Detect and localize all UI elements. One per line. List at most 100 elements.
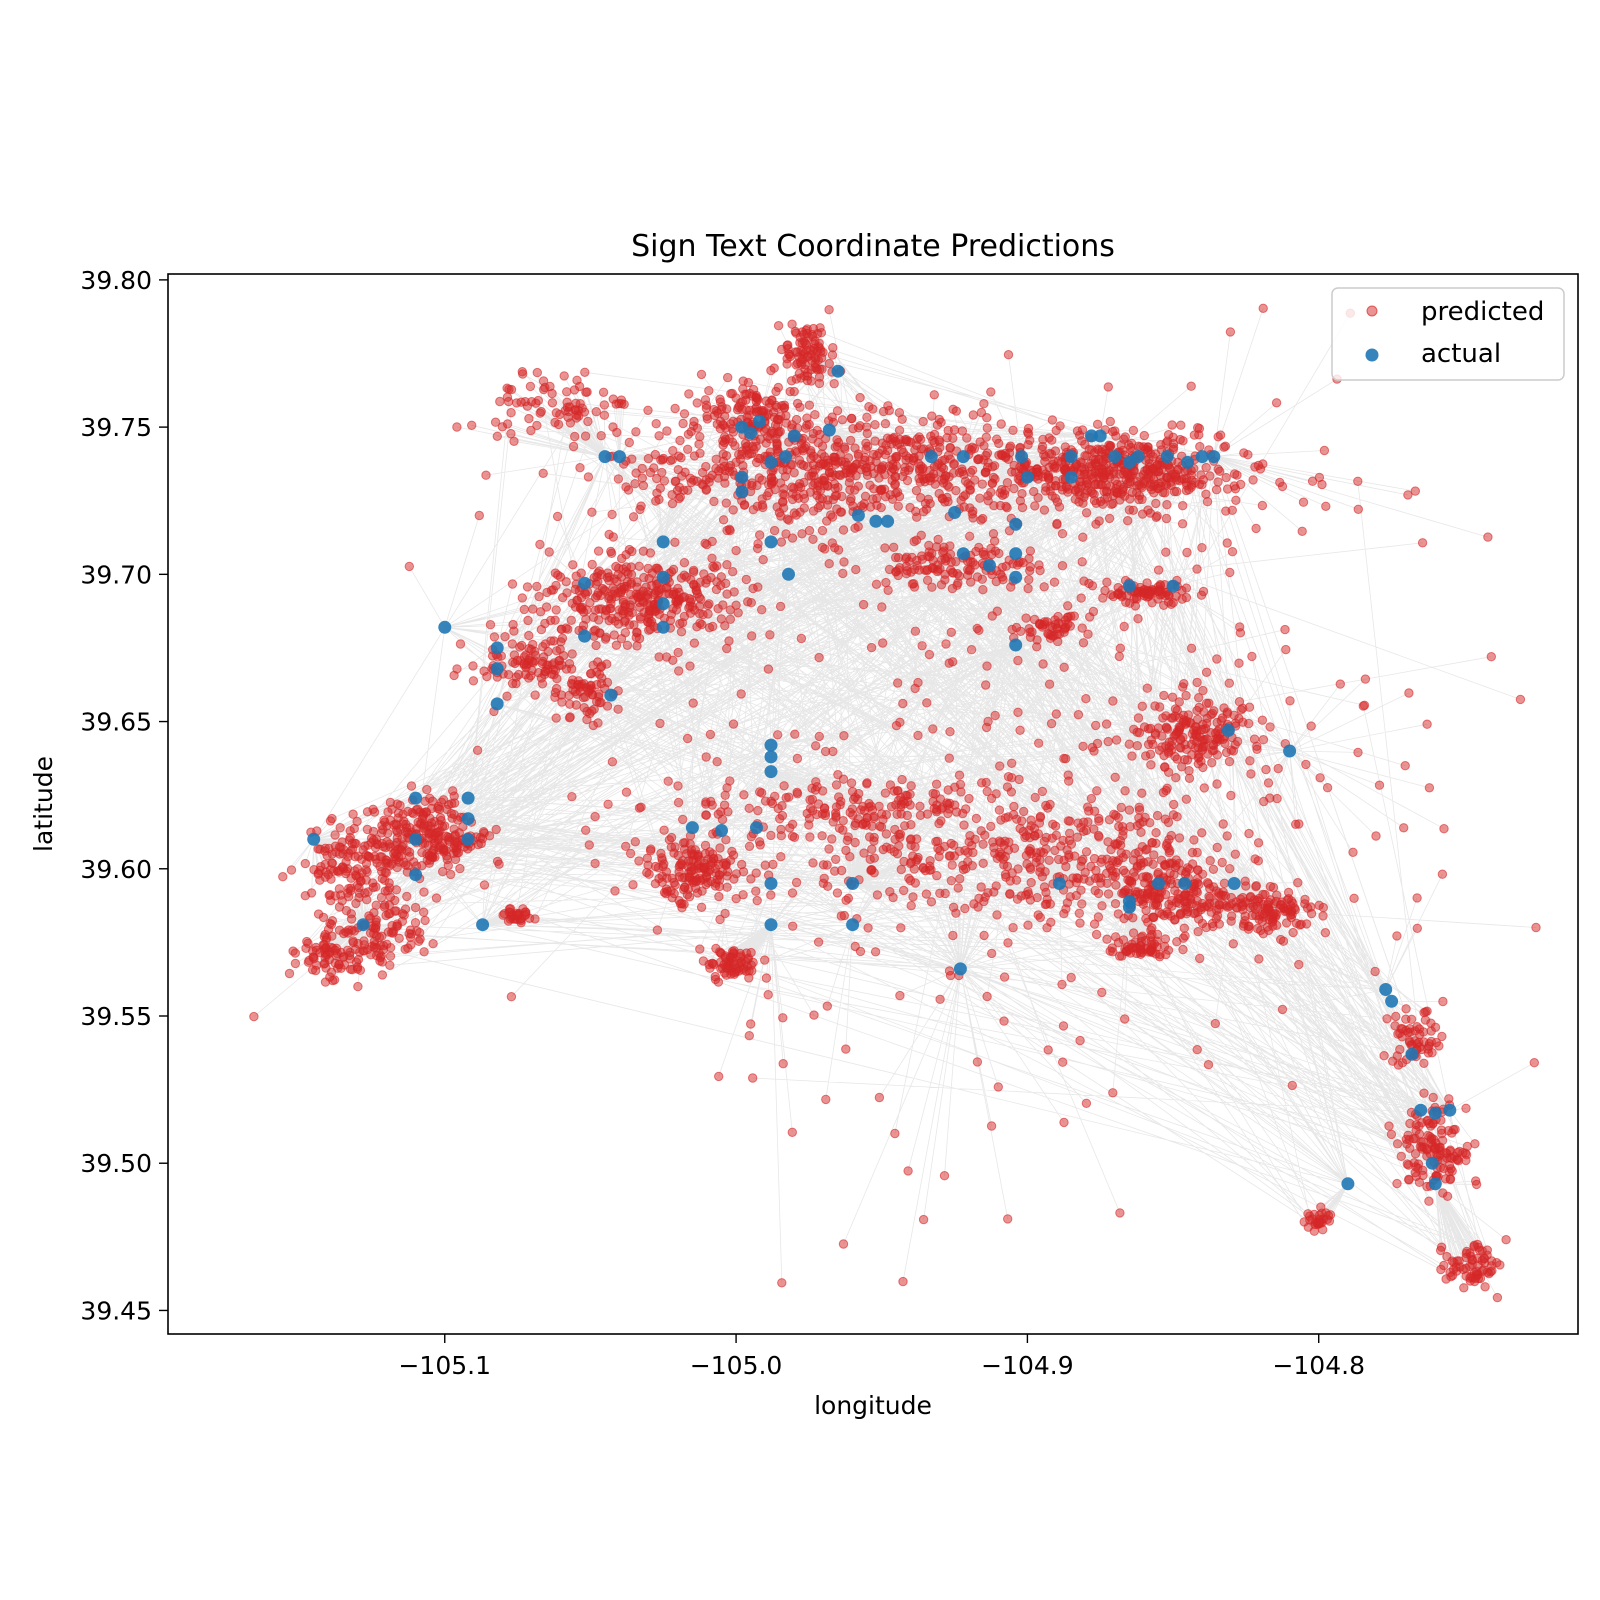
predicted-point (1227, 547, 1238, 557)
predicted-point (1108, 1088, 1118, 1098)
predicted-point (913, 458, 924, 469)
predicted-point (1003, 812, 1013, 822)
predicted-point (858, 599, 869, 610)
predicted-point (968, 410, 978, 420)
predicted-point (1294, 959, 1304, 970)
chart-title: Sign Text Coordinate Predictions (631, 229, 1115, 264)
predicted-point (1157, 909, 1167, 919)
predicted-point (1150, 449, 1161, 459)
predicted-point (1134, 847, 1144, 857)
predicted-point (357, 868, 367, 878)
predicted-point (1176, 420, 1186, 430)
predicted-point (827, 834, 837, 844)
predicted-point (1439, 824, 1449, 834)
predicted-point (1181, 794, 1192, 804)
predicted-point (1171, 773, 1181, 783)
predicted-point (725, 855, 736, 865)
predicted-point (995, 569, 1006, 579)
predicted-point (1427, 1048, 1437, 1058)
predicted-point (792, 787, 802, 797)
predicted-point (792, 753, 803, 764)
predicted-point (418, 811, 429, 821)
predicted-point (588, 720, 598, 731)
predicted-point (979, 399, 989, 409)
predicted-point (808, 451, 819, 461)
predicted-point (581, 387, 591, 397)
predicted-point (670, 476, 680, 487)
predicted-point (715, 843, 725, 853)
predicted-point (1057, 561, 1068, 571)
predicted-point (819, 473, 829, 483)
predicted-point (1286, 900, 1296, 911)
predicted-point (716, 614, 727, 624)
predicted-point (580, 431, 591, 441)
predicted-point (1251, 523, 1261, 534)
predicted-point (885, 887, 895, 897)
predicted-point (249, 1011, 259, 1022)
predicted-point (832, 406, 843, 416)
predicted-point (705, 729, 716, 740)
predicted-point (565, 418, 576, 428)
predicted-point (1197, 736, 1208, 746)
predicted-point (1091, 720, 1101, 731)
predicted-point (1038, 465, 1048, 475)
predicted-point (753, 582, 763, 592)
predicted-point (530, 914, 540, 924)
predicted-point (1194, 914, 1204, 924)
predicted-point (1275, 477, 1285, 488)
predicted-point (607, 757, 618, 767)
predicted-point (1139, 430, 1150, 441)
predicted-point (864, 832, 875, 842)
predicted-point (979, 896, 989, 907)
actual-point (604, 688, 618, 702)
predicted-point (853, 794, 863, 805)
predicted-point (986, 793, 997, 804)
predicted-point (1163, 817, 1174, 828)
predicted-point (508, 619, 518, 630)
predicted-point (1113, 855, 1124, 865)
predicted-point (1161, 438, 1171, 448)
predicted-point (1293, 878, 1303, 888)
predicted-point (652, 925, 663, 935)
predicted-point (468, 676, 479, 686)
predicted-point (532, 581, 542, 592)
predicted-point (440, 821, 450, 831)
actual-point (1414, 1103, 1428, 1117)
predicted-point (582, 714, 592, 725)
predicted-point (1360, 674, 1371, 684)
predicted-point (644, 573, 654, 584)
actual-point (1166, 579, 1180, 593)
predicted-point (1172, 937, 1182, 947)
predicted-point (1142, 873, 1153, 883)
predicted-point (990, 710, 1000, 721)
predicted-point (652, 579, 662, 589)
predicted-point (610, 886, 620, 896)
predicted-point (385, 943, 396, 953)
predicted-point (908, 892, 918, 902)
predicted-point (620, 628, 630, 638)
predicted-point (813, 503, 823, 513)
predicted-point (787, 319, 797, 329)
actual-point (764, 918, 778, 932)
predicted-point (1120, 786, 1130, 796)
predicted-point (696, 594, 706, 604)
predicted-point (613, 704, 623, 714)
predicted-point (1459, 1283, 1469, 1293)
predicted-point (335, 849, 345, 859)
predicted-point (1411, 1125, 1421, 1136)
predicted-point (1222, 902, 1233, 912)
predicted-point (721, 578, 731, 589)
predicted-point (1207, 918, 1218, 929)
predicted-point (918, 507, 929, 517)
predicted-point (1199, 783, 1210, 793)
predicted-point (995, 851, 1005, 862)
predicted-point (1002, 861, 1013, 871)
predicted-point (1145, 749, 1156, 759)
predicted-point (400, 944, 410, 954)
predicted-point (1147, 923, 1157, 933)
predicted-point (978, 585, 988, 595)
predicted-point (590, 811, 600, 822)
actual-point (1227, 877, 1241, 890)
predicted-point (851, 564, 861, 575)
